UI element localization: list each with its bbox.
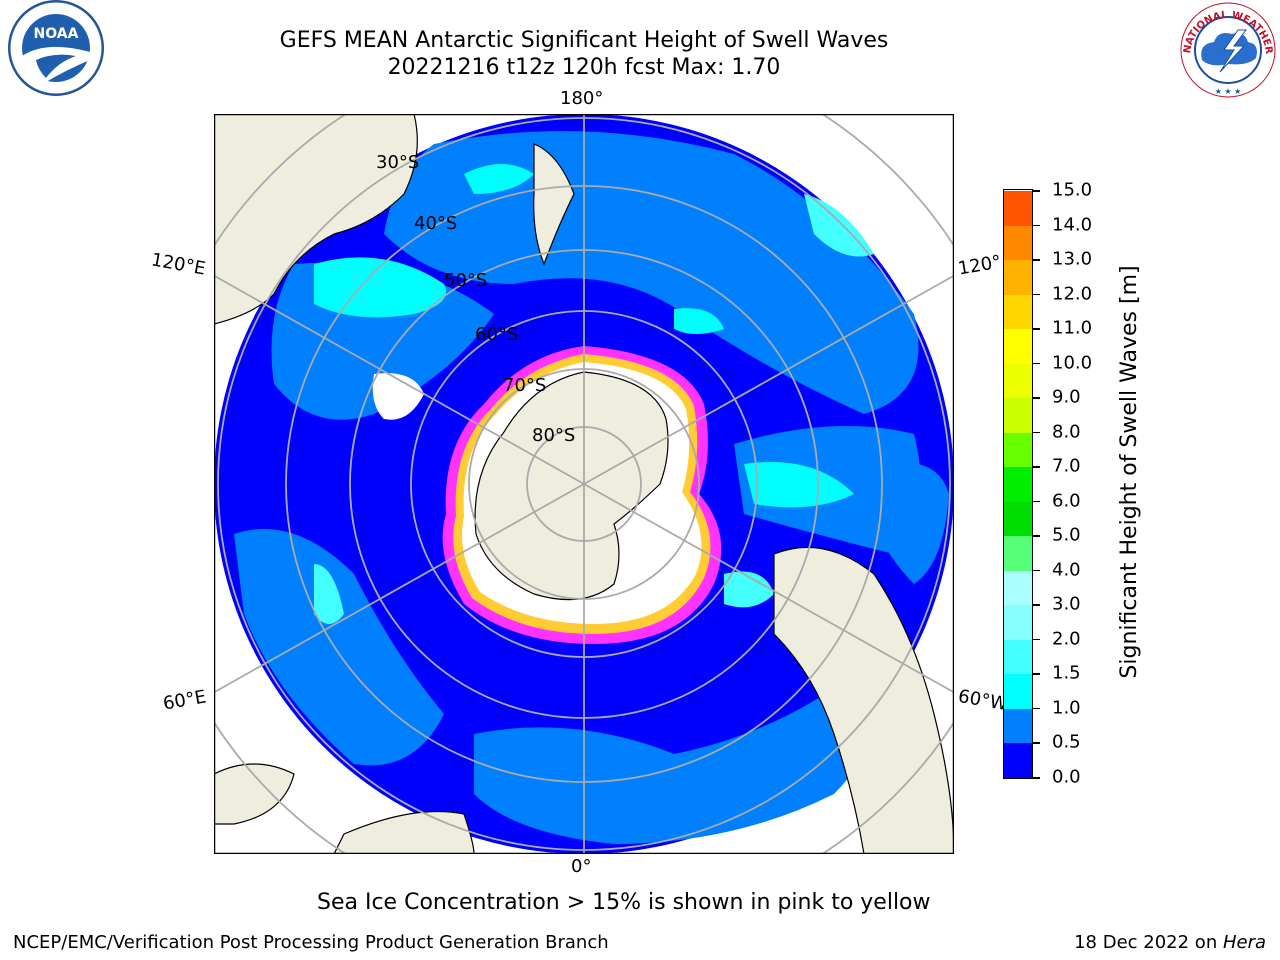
colorbar-tick-label: 12.0 (1052, 283, 1093, 305)
colorbar-tick-mark (1033, 224, 1040, 227)
colorbar-tick-label: 3.0 (1052, 593, 1081, 615)
colorbar-tick-mark (1033, 500, 1040, 503)
antarctica-land (474, 371, 669, 601)
colorbar (1003, 189, 1033, 779)
colorbar-tick-label: 7.0 (1052, 455, 1081, 477)
colorbar-tick-label: 13.0 (1052, 248, 1093, 270)
colorbar-tick-label: 11.0 (1052, 317, 1093, 339)
polar-map (214, 114, 954, 854)
colorbar-swatch (1004, 501, 1032, 537)
sea-ice-note: Sea Ice Concentration > 15% is shown in … (317, 890, 931, 915)
footer-machine: Hera (1222, 932, 1266, 953)
colorbar-tick-mark (1033, 362, 1040, 365)
colorbar-swatch (1004, 639, 1032, 675)
colorbar-tick-mark (1033, 673, 1040, 675)
longitude-grid (214, 114, 954, 854)
map-frame (214, 114, 954, 854)
colorbar-label: Significant Height of Swell Waves [m] (1117, 265, 1142, 679)
colorbar-swatch (1004, 742, 1032, 778)
colorbar-tick-label: 10.0 (1052, 352, 1093, 374)
lat-label-50s: 50°S (444, 270, 488, 291)
australia-land (214, 114, 418, 325)
noaa-logo-text: NOAA (34, 26, 79, 42)
colorbar-tick-mark (1033, 638, 1040, 641)
colorbar-tick-mark (1033, 777, 1040, 779)
colorbar-tick-mark (1033, 328, 1040, 330)
colorbar-tick-label: 9.0 (1052, 386, 1081, 408)
colorbar-tick-label: 0.5 (1052, 731, 1081, 753)
colorbar-tick-mark (1033, 190, 1040, 192)
nws-logo-icon: NATIONAL WEATHER SERVICE ★ ★ ★ (1174, 0, 1278, 100)
new-zealand-land (533, 143, 575, 266)
footer-branch: NCEP/EMC/Verification Post Processing Pr… (13, 932, 609, 953)
colorbar-swatch (1004, 432, 1032, 468)
colorbar-tick-label: 1.0 (1052, 697, 1081, 719)
colorbar-swatch (1004, 604, 1032, 640)
colorbar-tick-mark (1033, 569, 1040, 572)
colorbar-swatch (1004, 466, 1032, 502)
colorbar-swatch (1004, 673, 1032, 709)
colorbar-tick-label: 4.0 (1052, 559, 1081, 581)
colorbar-tick-label: 2.0 (1052, 628, 1081, 650)
colorbar-tick-mark (1033, 397, 1040, 399)
colorbar-tick-label: 1.5 (1052, 662, 1081, 684)
colorbar-swatch (1004, 397, 1032, 433)
lon-label-60e: 60°E (161, 686, 208, 715)
noaa-logo-icon: NOAA (6, 0, 106, 100)
colorbar-swatch (1004, 708, 1032, 744)
lat-label-80s: 80°S (532, 425, 576, 446)
south-america-land (773, 546, 954, 854)
africa-land (333, 810, 475, 854)
lat-label-40s: 40°S (414, 213, 458, 234)
lon-label-120w: 120° (956, 251, 1003, 280)
colorbar-tick-mark (1033, 604, 1040, 606)
colorbar-tick-mark (1033, 293, 1040, 296)
colorbar-tick-mark (1033, 707, 1040, 710)
lat-label-70s: 70°S (503, 375, 547, 396)
colorbar-tick-label: 0.0 (1052, 766, 1081, 788)
colorbar-swatch (1004, 535, 1032, 571)
colorbar-tick-mark (1033, 259, 1040, 261)
colorbar-swatch (1004, 570, 1032, 606)
colorbar-tick-mark (1033, 466, 1040, 468)
colorbar-swatch (1004, 363, 1032, 399)
lat-label-30s: 30°S (376, 152, 420, 173)
colorbar-tick-mark (1033, 431, 1040, 434)
lat-label-60s: 60°S (475, 324, 519, 345)
colorbar-tick-label: 15.0 (1052, 179, 1093, 201)
lon-label-180: 180° (560, 88, 604, 109)
colorbar-tick-label: 8.0 (1052, 421, 1081, 443)
footer-date: 18 Dec 2022 on Hera (1074, 932, 1266, 953)
footer-date-text: 18 Dec 2022 on (1074, 932, 1223, 953)
madagascar-land (214, 763, 295, 825)
colorbar-swatch (1004, 294, 1032, 330)
svg-text:★ ★ ★: ★ ★ ★ (1215, 87, 1242, 96)
colorbar-swatch (1004, 190, 1032, 226)
chart-title-line2: 20221216 t12z 120h fcst Max: 1.70 (387, 55, 781, 80)
lon-label-60w: 60°W (956, 685, 1010, 716)
colorbar-tick-mark (1033, 535, 1040, 537)
colorbar-swatch (1004, 225, 1032, 261)
colorbar-tick-label: 6.0 (1052, 490, 1081, 512)
colorbar-swatch (1004, 259, 1032, 295)
colorbar-swatch (1004, 328, 1032, 364)
colorbar-tick-label: 5.0 (1052, 524, 1081, 546)
chart-title-line1: GEFS MEAN Antarctic Significant Height o… (279, 28, 889, 53)
colorbar-tick-mark (1033, 742, 1040, 744)
lon-label-120e: 120°E (149, 249, 208, 280)
colorbar-tick-label: 14.0 (1052, 214, 1093, 236)
lon-label-0: 0° (571, 856, 592, 877)
